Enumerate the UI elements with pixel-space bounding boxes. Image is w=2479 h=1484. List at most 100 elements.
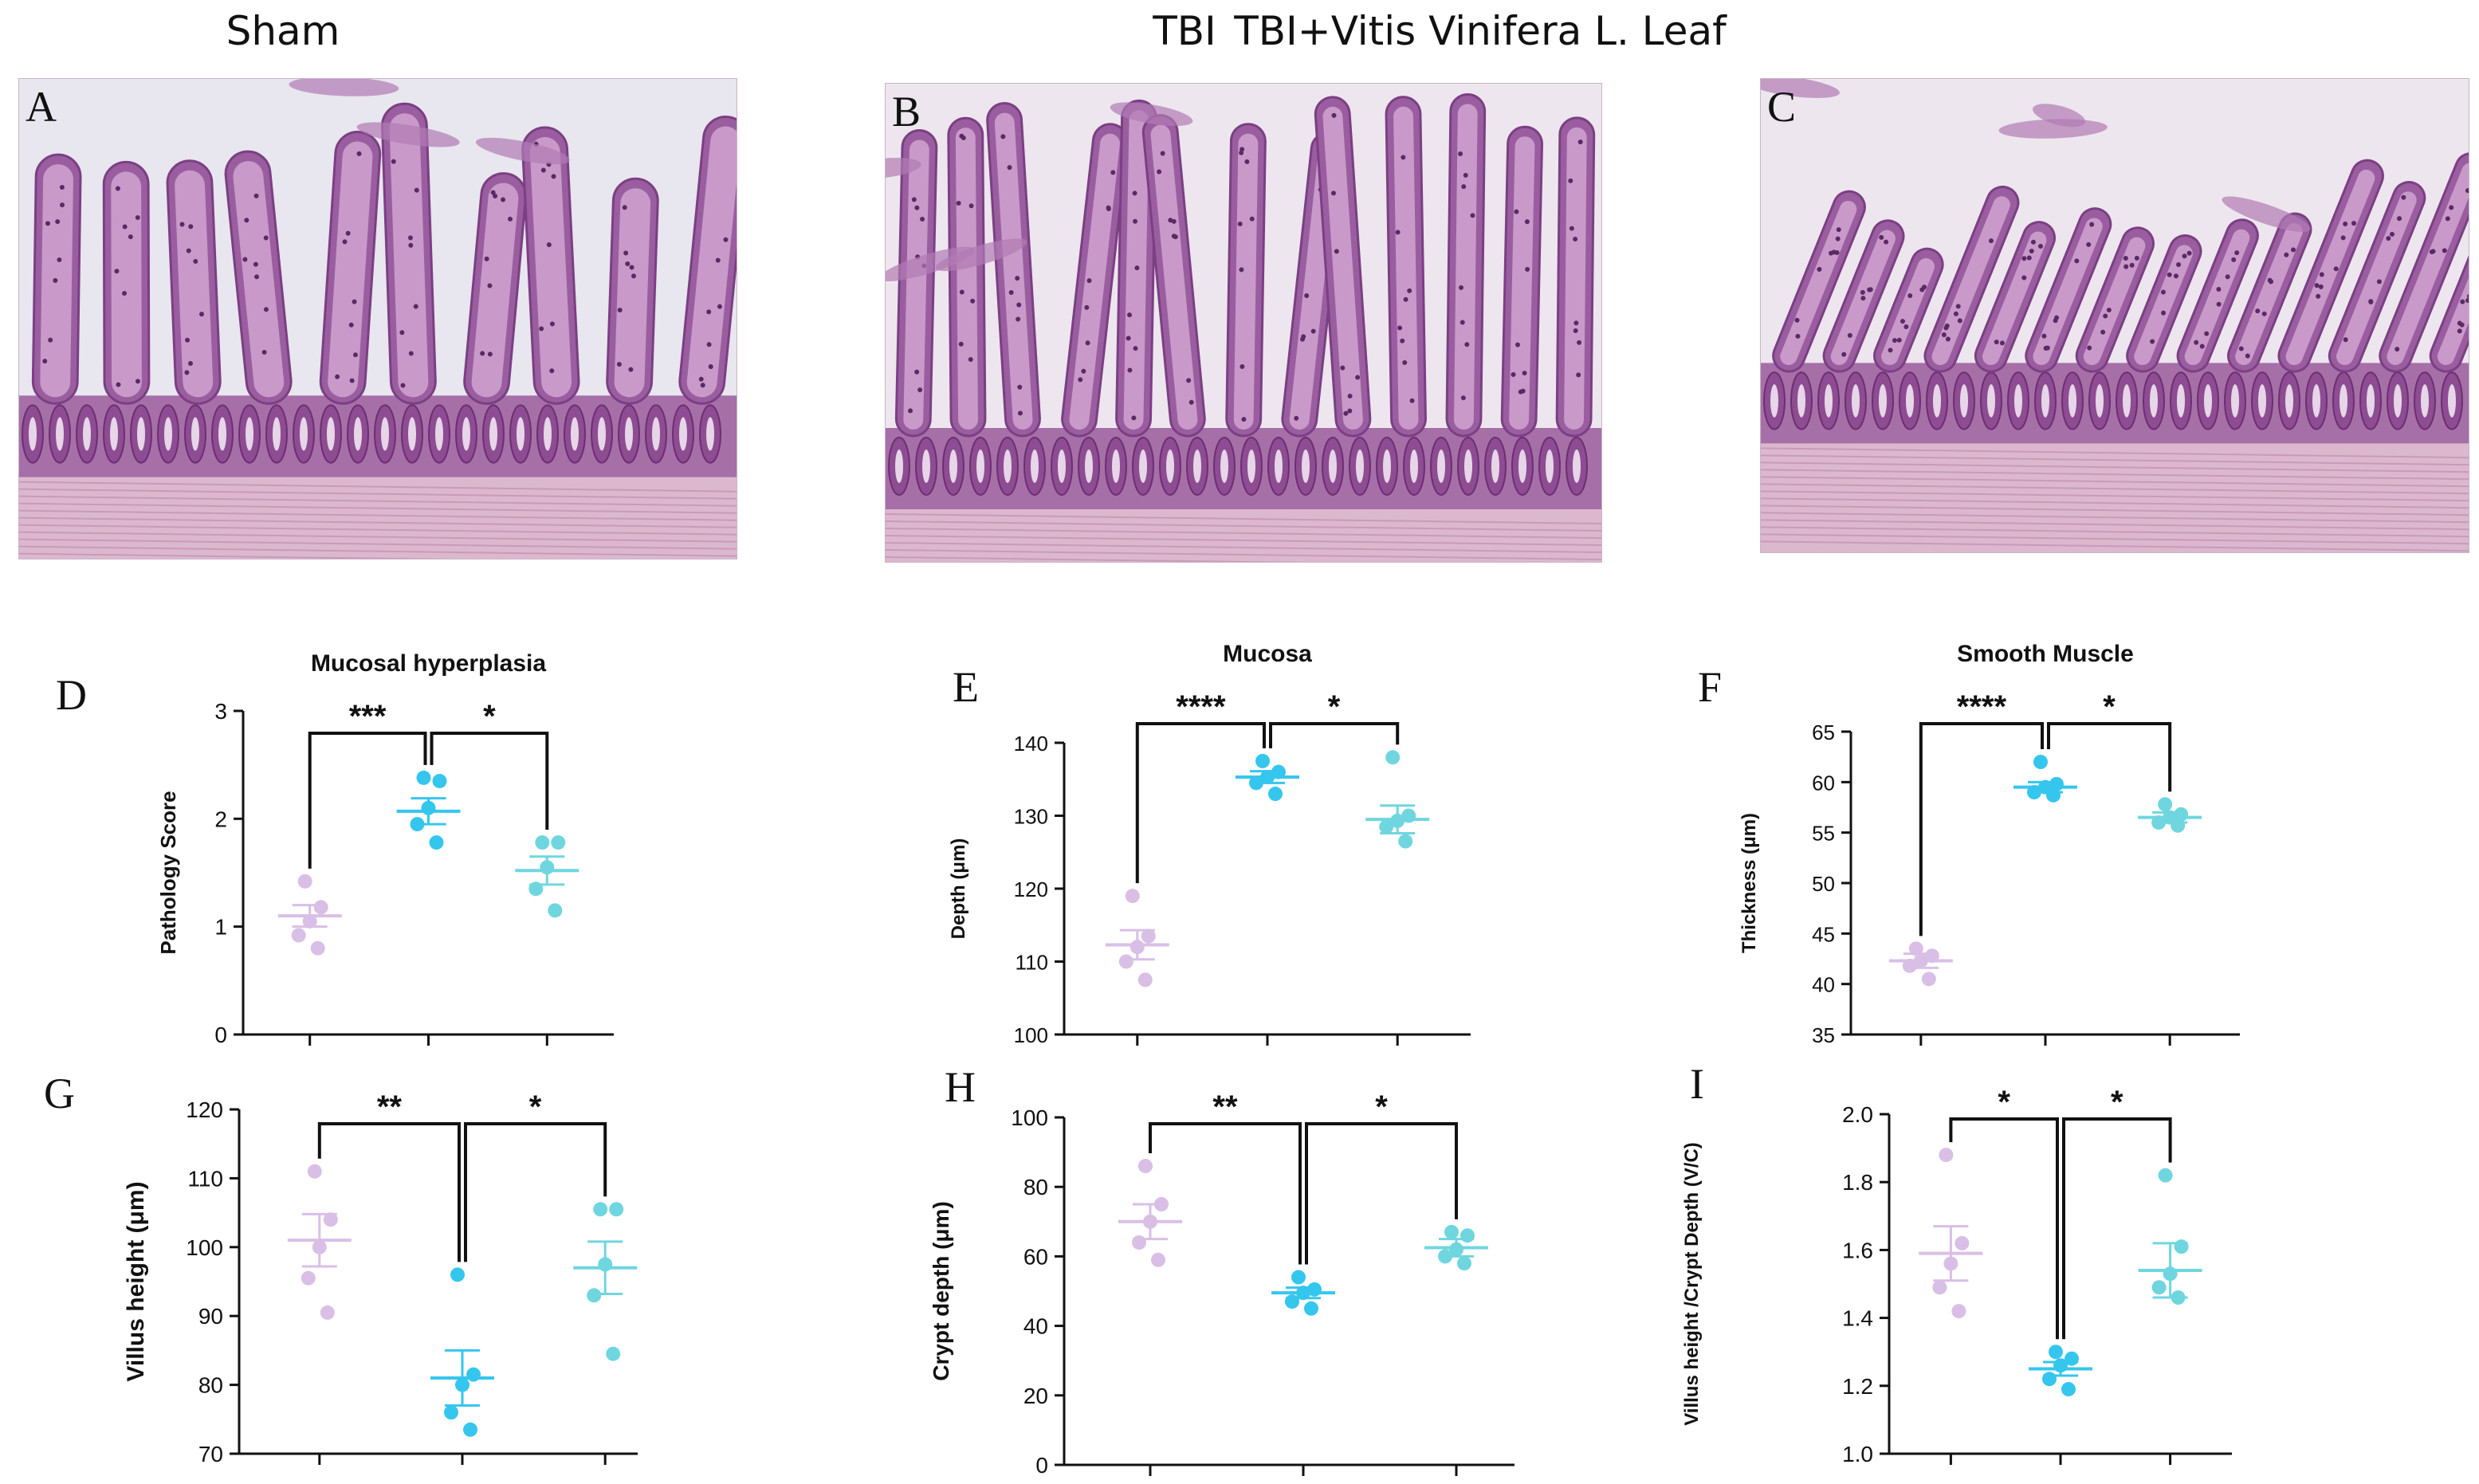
- data-point: [2046, 787, 2061, 803]
- data-point: [1932, 1280, 1947, 1295]
- y-tick-label: 0: [214, 1023, 227, 1047]
- y-tick-label: 2.0: [1842, 1102, 1873, 1127]
- data-point: [609, 1202, 624, 1217]
- data-point: [1291, 1270, 1306, 1285]
- column-title-tbi: TBI: [1153, 8, 1216, 54]
- data-point: [307, 1164, 322, 1179]
- y-axis-label: Crypt depth (μm): [929, 1201, 953, 1381]
- data-point: [320, 1305, 335, 1320]
- y-tick-label: 1.8: [1842, 1170, 1873, 1195]
- chart-villus-crypt-ratio: I 1.0 1.2 1.4 1.6 1.8 2.0 Villus height /Crypt …: [1681, 1060, 2232, 1466]
- y-tick-label: 1: [214, 915, 227, 940]
- y-tick-label: 2: [214, 807, 227, 831]
- y-tick-label: 50: [1812, 872, 1835, 896]
- panel-letter: E: [953, 663, 979, 711]
- data-point: [1379, 819, 1394, 834]
- data-point: [1132, 1235, 1146, 1250]
- significance-bracket: [1305, 1122, 1458, 1265]
- significance-bracket: [2062, 1117, 2172, 1340]
- column-title-treatment: TBI+Vitis Vinifera L. Leaf: [1234, 8, 1727, 54]
- chart-title: Smooth Muscle: [1957, 641, 2134, 667]
- data-point: [606, 1346, 621, 1361]
- y-tick-label: 60: [1812, 771, 1835, 795]
- significance-bracket: [430, 732, 549, 830]
- data-point: [2061, 1382, 2076, 1397]
- significance-label: *: [1328, 689, 1341, 724]
- data-point: [2158, 797, 2173, 812]
- y-tick-label: 3: [214, 699, 227, 724]
- data-point: [1151, 1252, 1165, 1267]
- y-tick-label: 0: [1035, 1453, 1048, 1478]
- significance-label: *: [483, 699, 496, 734]
- panel-letter: D: [56, 671, 87, 719]
- data-point: [587, 1288, 602, 1303]
- y-tick-label: 20: [1023, 1384, 1048, 1408]
- data-point: [1125, 889, 1140, 904]
- data-point: [2174, 1239, 2189, 1254]
- data-point: [2033, 755, 2048, 769]
- y-axis-label: Villus height /Crypt Depth (V/C): [1681, 1142, 1703, 1426]
- data-point: [1955, 1235, 1970, 1250]
- data-point: [1255, 753, 1270, 768]
- data-point: [2158, 1168, 2173, 1183]
- y-tick-label: 110: [187, 1166, 223, 1191]
- chart-mucosal-hyperplasia: D Mucosal hyperplasia 0 1 2 3 Pathology Score *…: [56, 650, 614, 1047]
- data-point: [444, 1405, 458, 1420]
- y-tick-label: 1.4: [1842, 1306, 1873, 1331]
- significance-bracket: [464, 1122, 607, 1262]
- y-tick-label: 100: [1014, 1023, 1048, 1047]
- significance-bracket: [1149, 1122, 1302, 1265]
- significance-label: *: [1998, 1085, 2010, 1120]
- y-tick-label: 100: [186, 1235, 223, 1260]
- panel-letter: G: [44, 1070, 75, 1117]
- significance-label: **: [1212, 1089, 1238, 1125]
- data-point: [1141, 928, 1156, 944]
- y-axis-label: Depth (μm): [948, 838, 969, 940]
- data-point: [593, 1202, 608, 1217]
- micrograph-sham: A: [18, 78, 737, 559]
- data-point: [301, 1270, 316, 1286]
- data-point: [1268, 787, 1283, 802]
- data-point: [1118, 954, 1133, 969]
- significance-label: *: [2103, 689, 2116, 724]
- y-tick-label: 35: [1812, 1023, 1835, 1047]
- y-tick-label: 65: [1812, 720, 1835, 744]
- micrograph-panel-letter: B: [892, 88, 921, 135]
- data-point: [1939, 1148, 1954, 1163]
- significance-bracket: [1269, 722, 1400, 748]
- data-point: [1444, 1224, 1459, 1239]
- data-point: [291, 928, 306, 943]
- micrograph-panel-letter: C: [1767, 83, 1797, 131]
- data-point: [1137, 972, 1153, 987]
- chart-smooth-muscle-thickness: F Smooth Muscle 35 40 45 50 55 60 65 Thickness (μ…: [1698, 641, 2240, 1047]
- data-point: [1908, 941, 1923, 956]
- significance-bracket: [1949, 1117, 2059, 1340]
- y-tick-label: 140: [1014, 732, 1048, 756]
- y-tick-label: 80: [198, 1373, 223, 1398]
- data-point: [450, 1267, 465, 1282]
- significance-label: ***: [349, 699, 387, 734]
- chart-title: Mucosal hyperplasia: [311, 650, 546, 677]
- significance-label: *: [529, 1089, 542, 1125]
- y-tick-label: 80: [1023, 1175, 1048, 1199]
- significance-bracket: [308, 732, 427, 869]
- micrograph-treatment: C: [1760, 78, 2469, 553]
- y-tick-label: 120: [1014, 877, 1048, 901]
- column-title-sham: Sham: [226, 8, 340, 54]
- micrograph-image: [19, 79, 737, 559]
- data-point: [1385, 750, 1401, 765]
- y-tick-label: 1.2: [1842, 1374, 1873, 1399]
- data-point: [1460, 1228, 1475, 1243]
- significance-label: *: [2111, 1085, 2123, 1120]
- data-point: [551, 835, 566, 850]
- micrograph-panel-letter: A: [26, 83, 57, 131]
- data-point: [2171, 818, 2186, 833]
- y-tick-label: 110: [1016, 951, 1048, 975]
- y-tick-label: 120: [186, 1097, 223, 1122]
- data-point: [2042, 1372, 2057, 1387]
- y-tick-label: 40: [1023, 1314, 1048, 1339]
- y-tick-label: 45: [1812, 922, 1835, 946]
